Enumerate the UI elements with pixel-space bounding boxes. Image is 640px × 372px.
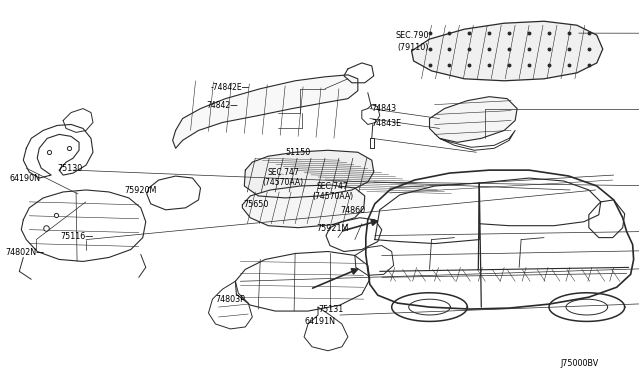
Polygon shape	[429, 97, 517, 142]
Polygon shape	[209, 281, 252, 329]
Polygon shape	[173, 75, 358, 148]
Text: J75000BV: J75000BV	[561, 359, 599, 368]
Polygon shape	[21, 190, 146, 262]
Text: 74842—: 74842—	[207, 101, 238, 110]
Text: 75130: 75130	[57, 164, 83, 173]
Text: 74803P: 74803P	[216, 295, 245, 304]
Polygon shape	[366, 170, 634, 309]
Text: 74860: 74860	[340, 206, 365, 215]
Text: SEC.747: SEC.747	[316, 182, 348, 191]
Polygon shape	[244, 150, 374, 198]
Text: 75921M: 75921M	[316, 224, 348, 233]
Polygon shape	[304, 307, 348, 351]
Text: SEC.790: SEC.790	[396, 31, 429, 40]
Text: 75920M: 75920M	[125, 186, 157, 195]
Text: 75131: 75131	[318, 305, 343, 314]
Text: 75116—: 75116—	[60, 232, 93, 241]
Text: (79110): (79110)	[397, 43, 429, 52]
Text: (74570AA): (74570AA)	[262, 178, 303, 187]
Text: SEC.747: SEC.747	[268, 168, 299, 177]
Text: 51150: 51150	[285, 148, 310, 157]
Text: -74842E—: -74842E—	[211, 83, 250, 92]
Polygon shape	[23, 125, 93, 178]
Polygon shape	[243, 185, 365, 228]
Polygon shape	[412, 21, 603, 81]
Text: 74843: 74843	[372, 104, 397, 113]
Polygon shape	[236, 251, 370, 311]
Text: 74802N—: 74802N—	[5, 247, 45, 257]
Polygon shape	[326, 218, 381, 251]
Text: 74843E: 74843E	[372, 119, 402, 128]
Text: 75650: 75650	[243, 200, 269, 209]
Text: 64190N: 64190N	[10, 174, 40, 183]
Polygon shape	[147, 176, 200, 210]
Text: 64191N: 64191N	[304, 317, 335, 326]
Text: (74570AA): (74570AA)	[312, 192, 353, 201]
